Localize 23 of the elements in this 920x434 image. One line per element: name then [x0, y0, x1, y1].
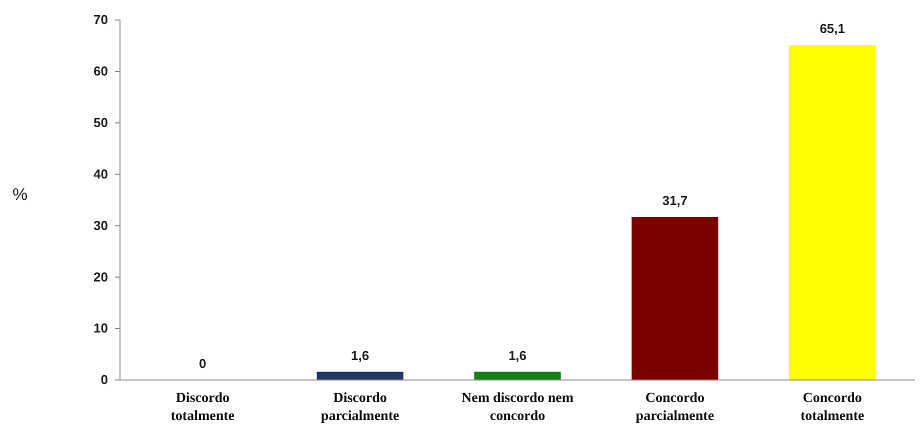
bar	[632, 216, 718, 380]
bar	[474, 372, 561, 380]
y-tick-label: 10	[94, 320, 108, 336]
x-tick-label: Nem discordo nem concordo	[462, 391, 574, 424]
y-tick-label: 30	[94, 218, 108, 233]
data-label: 0	[199, 356, 206, 371]
y-tick-label: 70	[94, 12, 108, 28]
y-tick-label: 60	[94, 64, 108, 79]
x-tick-label: Concordo parcialmente	[636, 391, 714, 424]
data-label: 31,7	[662, 192, 688, 208]
y-axis-title: %	[12, 185, 28, 204]
bar	[316, 372, 404, 380]
x-tick-label: Discordo parcialmente	[320, 391, 400, 424]
y-tick-label: 20	[94, 269, 108, 284]
y-tick-label: 40	[94, 166, 108, 182]
x-tick-label: Concordo totalmente	[800, 391, 864, 424]
data-label: 1,6	[351, 348, 370, 363]
y-tick-label: 0	[100, 372, 108, 388]
bar	[789, 45, 876, 380]
data-label: 65,1	[820, 21, 846, 36]
data-label: 1,6	[508, 348, 527, 363]
y-tick-label: 50	[94, 115, 108, 130]
x-tick-label: Discordo totalmente	[170, 391, 235, 424]
